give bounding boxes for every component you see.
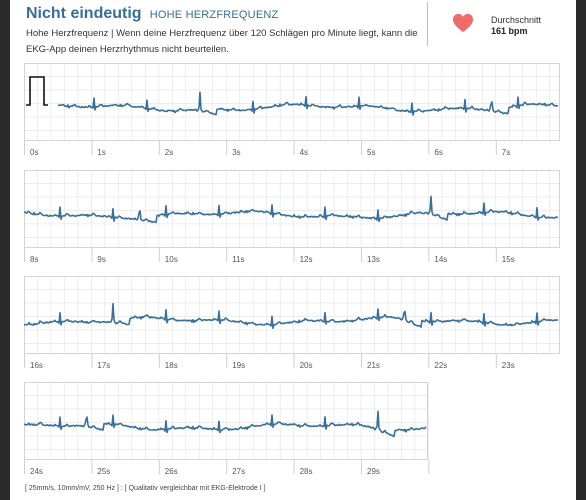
- time-tick-label: 20s: [300, 361, 313, 370]
- report-header: Nicht eindeutig HOHE HERZFREQUENZ Hohe H…: [26, 4, 426, 58]
- ecg-trace: [24, 302, 559, 330]
- ecg-grid: [24, 276, 560, 354]
- time-tick-label: 1s: [97, 148, 105, 157]
- time-tick-label: 4s: [300, 148, 308, 157]
- ecg-strip-4: 24s25s26s27s28s29s30s: [24, 382, 430, 476]
- heart-icon: [452, 13, 474, 33]
- time-tick-label: 0s: [30, 148, 38, 157]
- time-tick-label: 21s: [367, 361, 380, 370]
- time-tick-label: 6s: [434, 148, 442, 157]
- result-title: Nicht eindeutig: [26, 5, 142, 22]
- time-tick-label: 7s: [502, 148, 510, 157]
- result-description: Hohe Herzfrequenz | Wenn deine Herzfrequ…: [26, 28, 418, 55]
- ecg-grid: [24, 170, 560, 248]
- time-tick-label: 24s: [30, 467, 43, 476]
- result-subtitle: HOHE HERZFREQUENZ: [149, 9, 279, 21]
- ecg-strip-3: 16s 17s 18s 19s 20s 21s 22s 23s: [24, 276, 560, 370]
- time-tick-label: 5s: [367, 148, 375, 157]
- right-window-edge: [576, 0, 586, 500]
- title-line: Nicht eindeutig HOHE HERZFREQUENZ: [26, 4, 426, 25]
- time-tick-label: 29s: [367, 467, 380, 476]
- time-tick-label: 16s: [30, 361, 43, 370]
- time-tick-label: 28s: [300, 467, 313, 476]
- ecg-grid: [24, 382, 429, 460]
- ecg-trace: [24, 410, 427, 438]
- time-tick-label: 13s: [367, 255, 380, 264]
- time-tick-label: 26s: [165, 467, 178, 476]
- time-tick-label: 22s: [434, 361, 447, 370]
- average-value: 161 bpm: [491, 26, 528, 36]
- time-tick-label: 15s: [502, 255, 515, 264]
- time-tick-label: 19s: [232, 361, 245, 370]
- average-label: Durchschnitt: [491, 15, 542, 25]
- time-tick-label: 9s: [97, 255, 105, 264]
- recording-settings: [ 25mm/s, 10mm/mV, 250 Hz ] : [ Qualitat…: [25, 485, 266, 492]
- time-tick-label: 11s: [232, 255, 244, 264]
- ecg-trace: [57, 91, 559, 116]
- time-tick-label: 17s: [97, 361, 110, 370]
- ecg-grid-background: [24, 276, 560, 354]
- ecg-grid-background: [24, 170, 560, 248]
- time-tick-label: 25s: [97, 467, 110, 476]
- time-tick-label: 2s: [165, 148, 173, 157]
- left-window-edge: [0, 0, 10, 500]
- time-tick-label: 18s: [165, 361, 178, 370]
- time-tick-label: 27s: [232, 467, 245, 476]
- time-tick-label: 3s: [232, 148, 240, 157]
- time-tick-label: 8s: [30, 255, 38, 264]
- header-divider: [427, 2, 428, 46]
- ecg-strip-2: 8s 9s 10s 11s 12s 13s 14s 15s: [24, 170, 560, 264]
- ecg-strip-1: 0s 1s 2s 3s 4s 5s 6s 7s: [24, 63, 560, 157]
- time-tick-label: 23s: [502, 361, 515, 370]
- time-tick-label: 12s: [300, 255, 313, 264]
- time-tick-label: 10s: [165, 255, 178, 264]
- ecg-trace: [24, 195, 559, 224]
- calibration-pulse: [26, 76, 48, 106]
- ecg-grid-background: [24, 63, 560, 141]
- time-tick-label: 14s: [434, 255, 447, 264]
